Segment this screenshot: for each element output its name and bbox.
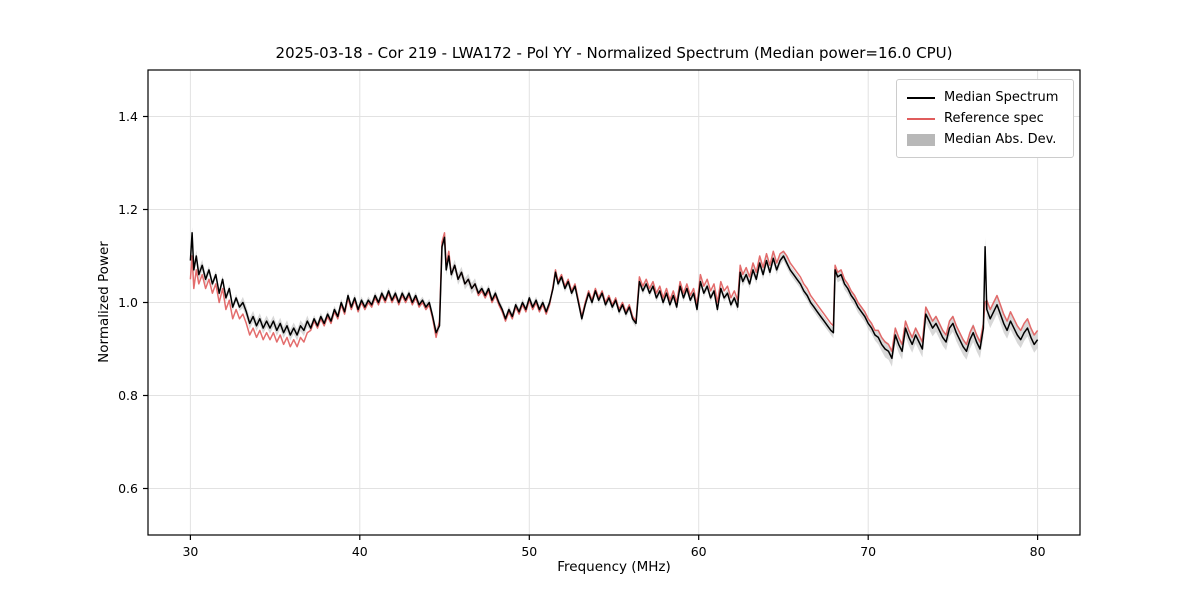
legend: Median Spectrum Reference spec Median Ab… — [896, 79, 1074, 158]
x-tick-label: 30 — [182, 544, 198, 559]
reference-spec-line — [189, 232, 1039, 353]
legend-label-reference-spec: Reference spec — [944, 111, 1044, 126]
x-tick-label: 80 — [1030, 544, 1046, 559]
median-abs-dev-band — [190, 227, 1038, 367]
legend-item-median-spectrum: Median Spectrum — [907, 87, 1063, 108]
legend-label-median-spectrum: Median Spectrum — [944, 90, 1059, 105]
median-abs-dev-band-swatch — [907, 133, 935, 146]
y-tick-label: 1.0 — [118, 295, 138, 310]
legend-label-median-abs-dev: Median Abs. Dev. — [944, 132, 1057, 147]
y-tick-label: 0.6 — [118, 481, 138, 496]
x-tick-label: 70 — [860, 544, 876, 559]
x-tick-label: 40 — [352, 544, 368, 559]
y-tick-label: 1.2 — [118, 202, 138, 217]
x-tick-label: 50 — [521, 544, 537, 559]
y-tick-label: 1.4 — [118, 109, 138, 124]
chart-title: 2025-03-18 - Cor 219 - LWA172 - Pol YY -… — [275, 44, 953, 62]
legend-item-median-abs-dev: Median Abs. Dev. — [907, 129, 1063, 150]
median-spectrum-line — [189, 232, 1039, 360]
legend-item-reference-spec: Reference spec — [907, 108, 1063, 129]
reference-spec-line-swatch — [907, 117, 935, 120]
x-tick-label: 60 — [691, 544, 707, 559]
median-spectrum-line-swatch — [907, 96, 935, 99]
y-tick-label: 0.8 — [118, 388, 138, 403]
x-axis-label: Frequency (MHz) — [557, 559, 671, 575]
